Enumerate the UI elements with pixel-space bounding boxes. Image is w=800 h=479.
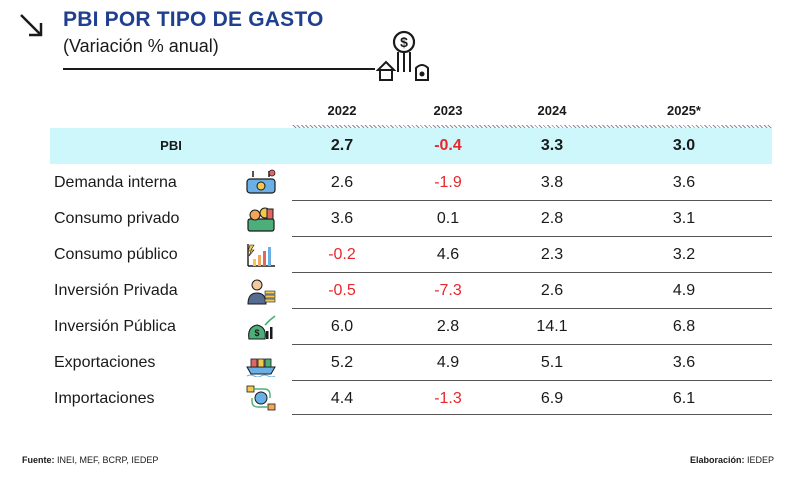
private-consumption-icon	[247, 207, 275, 232]
row-divider	[292, 380, 772, 381]
svg-text:$: $	[400, 34, 408, 50]
row-divider	[292, 414, 772, 415]
pbi-row-highlight	[50, 128, 772, 164]
inversion-publica-2024: 14.1	[536, 318, 568, 335]
page-subtitle: (Variación % anual)	[63, 36, 219, 56]
row-label-demanda-interna: Demanda interna	[54, 174, 177, 191]
row-divider	[292, 344, 772, 345]
consumo-publico-2024: 2.3	[540, 246, 564, 263]
row-divider	[292, 200, 772, 201]
consumo-privado-2025: 3.1	[672, 210, 696, 227]
header-hatch-divider	[292, 125, 772, 129]
row-label-exportaciones: Exportaciones	[54, 354, 156, 371]
importaciones-2025: 6.1	[672, 390, 696, 407]
pbi-value-2022: 2.7	[330, 137, 354, 154]
inversion-privada-2022: -0.5	[328, 282, 356, 299]
column-header-2023: 2023	[433, 103, 463, 118]
importaciones-2023: -1.3	[434, 390, 462, 407]
row-divider	[292, 308, 772, 309]
row-label-inversion-publica: Inversión Pública	[54, 318, 176, 335]
row-label-importaciones: Importaciones	[54, 390, 155, 407]
pbi-value-2023: -0.4	[434, 137, 462, 154]
column-header-2025: 2025*	[667, 103, 701, 118]
credit-text: IEDEP	[744, 455, 774, 465]
inversion-privada-2025: 4.9	[672, 282, 696, 299]
pbi-label: PBI	[160, 138, 182, 153]
money-house-icon: $	[376, 30, 429, 81]
private-investment-icon	[247, 279, 276, 305]
imports-icon	[246, 385, 276, 411]
public-consumption-icon	[247, 244, 275, 267]
importaciones-2024: 6.9	[540, 390, 564, 407]
inversion-publica-2022: 6.0	[330, 318, 354, 335]
demanda-interna-2025: 3.6	[672, 174, 696, 191]
consumo-publico-2022: -0.2	[328, 246, 356, 263]
consumo-privado-2023: 0.1	[436, 210, 460, 227]
column-header-2024: 2024	[537, 103, 567, 118]
source-label: Fuente:	[22, 455, 55, 465]
row-label-inversion-privada: Inversión Privada	[54, 282, 178, 299]
exportaciones-2024: 5.1	[540, 354, 564, 371]
credit-label: Elaboración:	[689, 455, 745, 465]
credit-note: Elaboración: IEDEP	[690, 455, 774, 465]
page-title: PBI POR TIPO DE GASTO	[63, 8, 324, 31]
consumo-privado-2022: 3.6	[330, 210, 354, 227]
row-label-consumo-publico: Consumo público	[54, 246, 178, 263]
source-text: INEI, MEF, BCRP, IEDEP	[54, 455, 159, 465]
svg-text:$: $	[254, 328, 259, 338]
pbi-value-2025: 3.0	[672, 137, 696, 154]
source-note: Fuente: INEI, MEF, BCRP, IEDEP	[22, 455, 158, 465]
pbi-value-2024: 3.3	[540, 137, 564, 154]
row-label-consumo-privado: Consumo privado	[54, 210, 180, 227]
inversion-publica-2023: 2.8	[436, 318, 460, 335]
inversion-privada-2024: 2.6	[540, 282, 564, 299]
consumo-publico-2025: 3.2	[672, 246, 696, 263]
demanda-interna-2022: 2.6	[330, 174, 354, 191]
demanda-interna-2024: 3.8	[540, 174, 564, 191]
inversion-privada-2023: -7.3	[434, 282, 462, 299]
public-investment-icon: $	[248, 315, 276, 340]
arrow-down-right-icon	[20, 14, 43, 37]
column-header-2022: 2022	[327, 103, 357, 118]
row-divider	[292, 236, 772, 237]
demand-icon	[246, 169, 276, 194]
importaciones-2022: 4.4	[330, 390, 354, 407]
title-divider	[63, 68, 375, 70]
demanda-interna-2023: -1.9	[434, 174, 462, 191]
exportaciones-2022: 5.2	[330, 354, 354, 371]
consumo-privado-2024: 2.8	[540, 210, 564, 227]
row-divider	[292, 272, 772, 273]
exports-icon	[246, 358, 276, 377]
inversion-publica-2025: 6.8	[672, 318, 696, 335]
exportaciones-2025: 3.6	[672, 354, 696, 371]
consumo-publico-2023: 4.6	[436, 246, 460, 263]
exportaciones-2023: 4.9	[436, 354, 460, 371]
